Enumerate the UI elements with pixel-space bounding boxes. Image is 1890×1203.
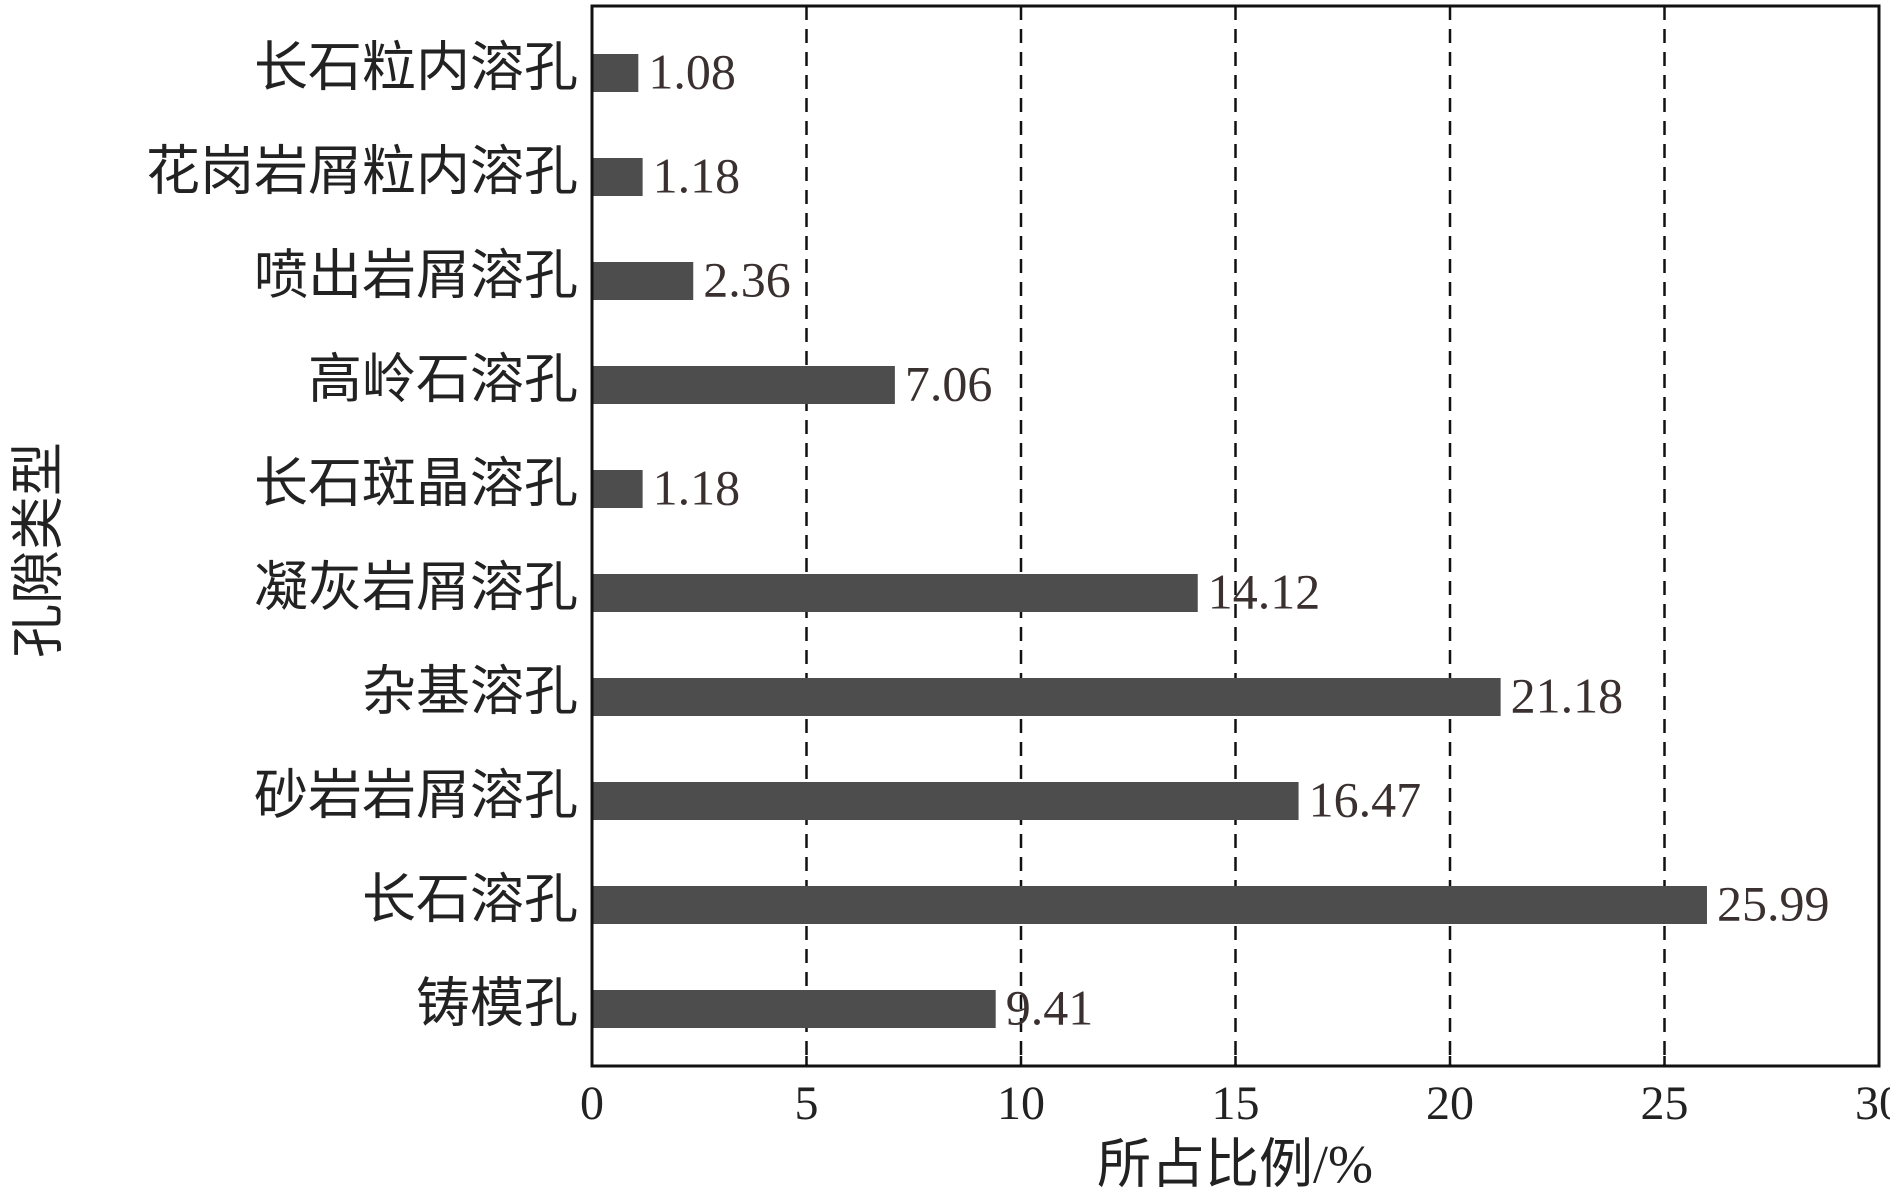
y-tick-label: 凝灰岩屑溶孔 — [254, 557, 578, 617]
value-label: 2.36 — [703, 251, 791, 307]
y-tick-label: 长石斑晶溶孔 — [254, 453, 578, 513]
bar — [592, 470, 643, 508]
y-tick-label: 高岭石溶孔 — [308, 349, 578, 409]
y-tick-label: 长石溶孔 — [362, 869, 578, 929]
x-tick-label: 20 — [1426, 1077, 1474, 1130]
bar — [592, 574, 1198, 612]
y-axis-title: 孔隙类型 — [8, 442, 68, 658]
bar — [592, 158, 643, 196]
value-label: 14.12 — [1208, 563, 1321, 619]
value-label: 16.47 — [1309, 771, 1422, 827]
bar — [592, 54, 639, 92]
value-label: 9.41 — [1006, 979, 1093, 1035]
x-tick-label: 10 — [997, 1077, 1045, 1130]
value-label: 21.18 — [1511, 667, 1624, 723]
value-label: 7.06 — [905, 355, 993, 411]
y-tick-label: 杂基溶孔 — [362, 661, 578, 721]
bar — [592, 678, 1501, 716]
y-tick-label: 长石粒内溶孔 — [254, 37, 578, 97]
x-tick-label: 25 — [1641, 1077, 1689, 1130]
x-tick-label: 30 — [1855, 1077, 1890, 1130]
bar — [592, 366, 895, 404]
x-tick-label: 15 — [1212, 1077, 1260, 1130]
bar — [592, 782, 1299, 820]
bar — [592, 990, 996, 1028]
value-label: 1.18 — [653, 147, 741, 203]
bar — [592, 886, 1707, 924]
value-label: 1.18 — [653, 459, 741, 515]
x-tick-label: 5 — [795, 1077, 819, 1130]
y-tick-label: 砂岩岩屑溶孔 — [254, 765, 578, 825]
bar — [592, 262, 694, 300]
y-tick-label: 铸模孔 — [416, 973, 578, 1033]
y-tick-label: 喷出岩屑溶孔 — [254, 245, 578, 305]
x-tick-label: 0 — [580, 1077, 604, 1130]
value-label: 1.08 — [648, 43, 736, 99]
plot-frame — [590, 4, 1881, 1068]
y-tick-label: 花岗岩屑粒内溶孔 — [146, 141, 578, 201]
value-label: 25.99 — [1717, 875, 1830, 931]
x-axis-title: 所占比例/% — [1097, 1134, 1373, 1194]
